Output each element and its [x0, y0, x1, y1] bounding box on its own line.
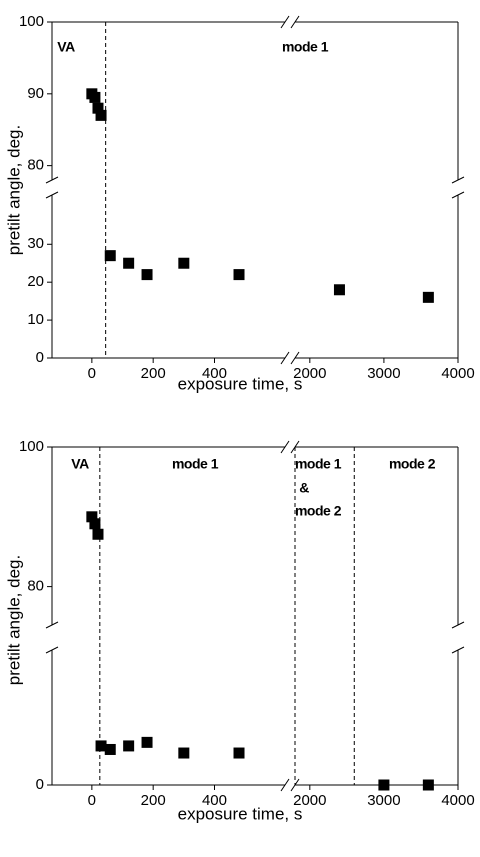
annotation: mode 1	[172, 456, 219, 472]
data-point	[89, 91, 101, 103]
y-tick-label: 90	[27, 85, 44, 102]
annotation: mode 2	[295, 503, 342, 519]
data-point	[89, 518, 101, 530]
data-point	[178, 747, 190, 759]
y-tick-label: 100	[19, 438, 44, 455]
y-axis-title: pretilt angle, deg.	[4, 125, 23, 255]
y-tick-label: 100	[19, 13, 44, 30]
data-point	[233, 747, 245, 759]
data-point	[104, 250, 116, 262]
axis-break	[451, 621, 465, 629]
axis-break	[45, 176, 59, 184]
annotation: VA	[57, 39, 75, 55]
x-axis-title: exposure time, s	[178, 374, 303, 393]
data-point	[333, 284, 345, 296]
axis-break	[280, 440, 290, 454]
x-tick-label: 3000	[367, 365, 400, 382]
data-point	[95, 740, 107, 752]
y-tick-label: 0	[36, 776, 44, 793]
y-tick-label: 10	[27, 311, 44, 328]
x-tick-label: 400	[202, 365, 227, 382]
axis-break	[45, 646, 59, 654]
x-tick-label: 0	[88, 365, 96, 382]
axis-break	[280, 15, 290, 29]
data-point	[104, 743, 116, 755]
axis-break	[451, 646, 465, 654]
annotation: &	[299, 480, 309, 496]
annotation: mode 1	[282, 39, 329, 55]
data-point	[141, 736, 153, 748]
x-axis-title: exposure time, s	[178, 804, 303, 823]
x-tick-label: 200	[141, 792, 166, 809]
annotation: mode 1	[295, 456, 342, 472]
axis-break	[451, 176, 465, 184]
data-point	[178, 257, 190, 269]
axis-break	[451, 191, 465, 199]
x-tick-label: 200	[141, 365, 166, 382]
data-point	[422, 779, 434, 791]
data-point	[141, 269, 153, 281]
x-tick-label: 4000	[441, 365, 474, 382]
axis-break	[290, 351, 300, 365]
annotation: VA	[71, 456, 89, 472]
y-tick-label: 0	[36, 349, 44, 366]
axis-break	[280, 351, 290, 365]
axis-break	[45, 621, 59, 629]
y-tick-label: 30	[27, 235, 44, 252]
data-point	[92, 528, 104, 540]
axis-break	[45, 191, 59, 199]
x-tick-label: 3000	[367, 792, 400, 809]
data-point	[92, 102, 104, 114]
y-axis-title: pretilt angle, deg.	[4, 555, 23, 685]
data-point	[233, 269, 245, 281]
y-tick-label: 20	[27, 273, 44, 290]
data-point	[86, 511, 98, 523]
data-point	[123, 257, 135, 269]
axis-break	[290, 15, 300, 29]
y-tick-label: 80	[27, 578, 44, 595]
x-tick-label: 0	[88, 792, 96, 809]
annotation: mode 2	[389, 456, 436, 472]
data-point	[378, 779, 390, 791]
data-point	[95, 109, 107, 121]
x-tick-label: 2000	[293, 792, 326, 809]
x-tick-label: 4000	[441, 792, 474, 809]
data-point	[422, 291, 434, 303]
x-tick-label: 400	[202, 792, 227, 809]
axis-break	[280, 778, 290, 792]
data-point	[123, 740, 135, 752]
x-tick-label: 2000	[293, 365, 326, 382]
y-tick-label: 80	[27, 157, 44, 174]
